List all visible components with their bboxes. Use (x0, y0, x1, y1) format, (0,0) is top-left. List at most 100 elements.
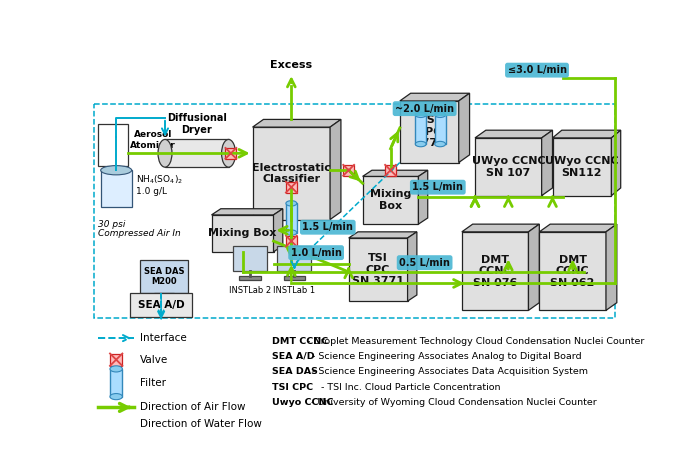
Polygon shape (407, 232, 417, 301)
Text: - Droplet Measurement Technology Cloud Condensation Nuclei Counter: - Droplet Measurement Technology Cloud C… (304, 337, 645, 346)
Polygon shape (400, 93, 470, 101)
Bar (286, 236, 297, 247)
Text: ≤3.0 L/min: ≤3.0 L/min (508, 65, 566, 75)
Bar (101, 170, 132, 207)
Text: Electrostatic
Classifier: Electrostatic Classifier (252, 163, 331, 184)
Text: Valve: Valve (140, 355, 169, 365)
Text: SEA DAS: SEA DAS (272, 367, 318, 376)
Bar (277, 247, 312, 271)
Polygon shape (363, 176, 419, 224)
Bar (233, 247, 267, 271)
Text: Compressed Air In: Compressed Air In (98, 229, 181, 238)
Text: ~2.0 L/min: ~2.0 L/min (395, 104, 454, 113)
Polygon shape (274, 209, 283, 252)
Ellipse shape (286, 230, 297, 235)
Text: 1.5 L/min: 1.5 L/min (302, 222, 354, 232)
Text: 30 psi: 30 psi (98, 219, 126, 228)
Ellipse shape (435, 112, 446, 118)
Text: DMT
CCNC
SN 076: DMT CCNC SN 076 (473, 255, 517, 287)
Text: Aerosol
Atomizer: Aerosol Atomizer (130, 130, 176, 150)
Text: SEA DAS
M200: SEA DAS M200 (144, 267, 185, 286)
Ellipse shape (415, 112, 426, 118)
Bar (385, 165, 396, 175)
Polygon shape (552, 130, 621, 138)
Bar (435, 115, 446, 144)
Polygon shape (458, 93, 470, 163)
Bar (286, 204, 297, 233)
Bar (284, 276, 305, 280)
Ellipse shape (110, 366, 122, 372)
Text: Direction of Water Flow: Direction of Water Flow (140, 419, 262, 429)
Ellipse shape (101, 166, 132, 175)
Bar (343, 165, 354, 175)
Bar (98, 124, 128, 166)
Text: Mixing
Box: Mixing Box (370, 189, 411, 211)
Polygon shape (330, 120, 341, 219)
Text: - University of Wyoming Cloud Condensation Nuclei Counter: - University of Wyoming Cloud Condensati… (308, 398, 597, 407)
Polygon shape (349, 232, 417, 238)
Text: - TSI Inc. Cloud Particle Concentration: - TSI Inc. Cloud Particle Concentration (300, 383, 500, 392)
Text: SEA A/D: SEA A/D (138, 300, 184, 310)
Polygon shape (539, 224, 617, 232)
Bar (130, 294, 192, 317)
Polygon shape (400, 101, 459, 163)
Text: Excess: Excess (270, 60, 312, 70)
Bar (165, 139, 228, 167)
Polygon shape (542, 130, 552, 196)
Text: Direction of Air Flow: Direction of Air Flow (140, 402, 246, 412)
Polygon shape (253, 127, 330, 219)
Polygon shape (606, 224, 617, 310)
Text: Uwyo CCNC: Uwyo CCNC (272, 398, 333, 407)
Text: 1.0 L/min: 1.0 L/min (290, 248, 342, 257)
Text: - Science Engineering Associates Analog to Digital Board: - Science Engineering Associates Analog … (300, 352, 582, 361)
Text: Filter: Filter (140, 378, 166, 388)
Bar (148, 298, 181, 302)
Polygon shape (419, 170, 428, 224)
Text: 1.5 L/min: 1.5 L/min (412, 182, 463, 192)
Text: DMT CCNC: DMT CCNC (272, 337, 328, 346)
Text: TSI
CPC
SN 3771: TSI CPC SN 3771 (352, 253, 404, 286)
Text: TSI CPC: TSI CPC (272, 383, 313, 392)
Text: UWyo CCNC
SN112: UWyo CCNC SN112 (545, 156, 619, 178)
Text: NH$_4$(SO$_4$)$_2$
1.0 g/L: NH$_4$(SO$_4$)$_2$ 1.0 g/L (136, 174, 183, 197)
Bar (154, 294, 174, 298)
Bar (110, 369, 122, 397)
Text: INSTLab 1: INSTLab 1 (274, 286, 316, 295)
Ellipse shape (110, 393, 122, 400)
Bar (286, 182, 297, 193)
Text: INSTLab 2: INSTLab 2 (229, 286, 272, 295)
Bar (239, 276, 261, 280)
Polygon shape (475, 130, 552, 138)
Polygon shape (539, 232, 606, 310)
Text: DMT
CCNC
SN 062: DMT CCNC SN 062 (550, 255, 595, 287)
Bar (225, 148, 237, 159)
Text: 0.5 L/min: 0.5 L/min (399, 257, 450, 268)
Polygon shape (475, 138, 542, 196)
Polygon shape (462, 232, 528, 310)
Bar (415, 115, 426, 144)
Polygon shape (349, 238, 407, 301)
Ellipse shape (415, 141, 426, 147)
Text: TSI
CPC
3775: TSI CPC 3775 (414, 115, 444, 148)
Text: SEA A/D: SEA A/D (272, 352, 314, 361)
Polygon shape (462, 224, 539, 232)
Ellipse shape (158, 139, 172, 167)
Polygon shape (552, 138, 611, 196)
Text: - Science Engineering Associates Data Acquisition System: - Science Engineering Associates Data Ac… (300, 367, 588, 376)
Ellipse shape (435, 141, 446, 147)
Bar (94, 104, 615, 318)
Polygon shape (363, 170, 428, 176)
Polygon shape (211, 209, 283, 215)
Polygon shape (211, 215, 274, 252)
Bar (110, 354, 122, 366)
Polygon shape (253, 120, 341, 127)
Bar (140, 259, 188, 294)
Ellipse shape (286, 201, 297, 206)
Text: Diffusional
Dryer: Diffusional Dryer (167, 113, 227, 135)
Polygon shape (611, 130, 621, 196)
Text: UWyo CCNC
SN 107: UWyo CCNC SN 107 (472, 156, 545, 178)
Ellipse shape (222, 139, 235, 167)
Polygon shape (528, 224, 539, 310)
Text: Interface: Interface (140, 333, 187, 343)
Text: Mixing Box: Mixing Box (209, 228, 276, 238)
